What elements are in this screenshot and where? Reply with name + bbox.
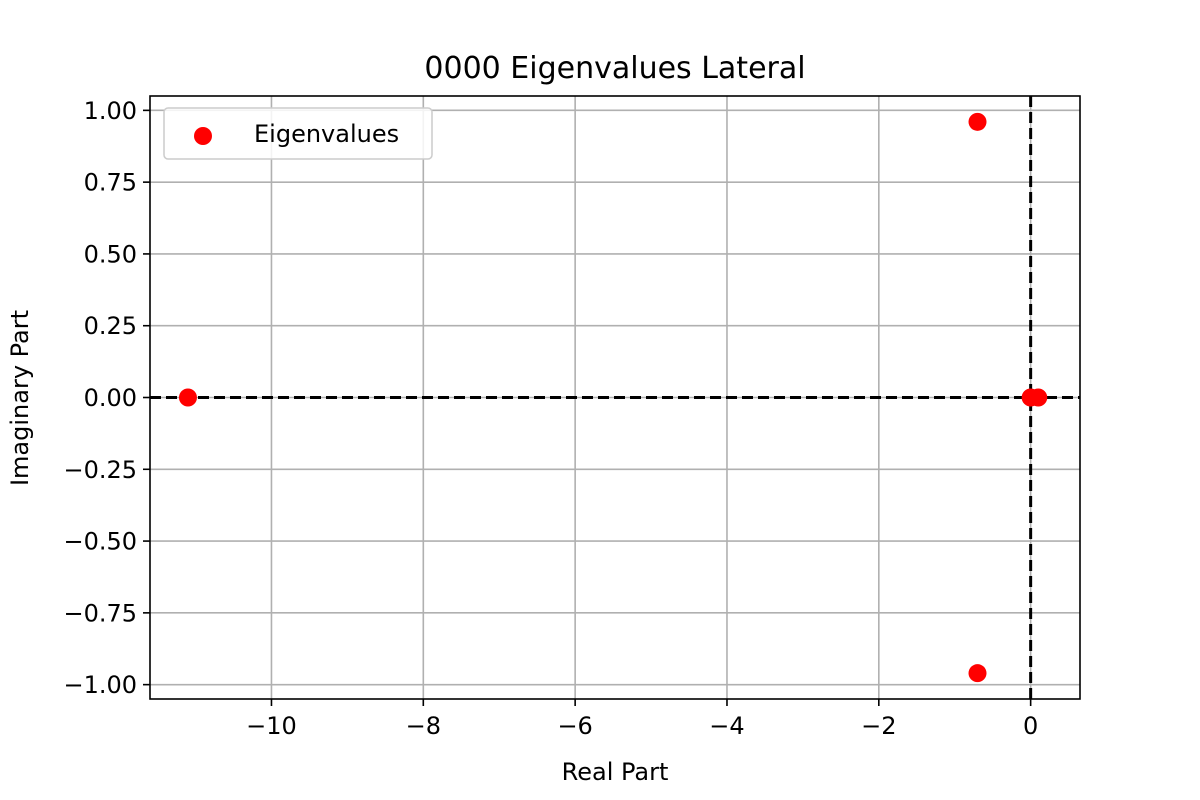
y-axis-ticks: −1.00 −0.75 −0.50 −0.25 0.00 0.25 0.50 0.75 1.00 xyxy=(63,97,150,699)
legend: Eigenvalues xyxy=(163,107,433,160)
legend-label: Eigenvalues xyxy=(254,120,399,148)
y-tick-label: −0.75 xyxy=(63,599,137,627)
x-axis-label: Real Part xyxy=(562,758,669,786)
chart-title: 0000 Eigenvalues Lateral xyxy=(424,51,805,86)
x-tick-label: −10 xyxy=(246,712,297,740)
eigenvalue-point xyxy=(968,112,987,131)
data-points xyxy=(178,112,1048,683)
y-axis-label: Imaginary Part xyxy=(6,310,34,486)
y-tick-label: 0.00 xyxy=(84,384,137,412)
reference-lines xyxy=(150,96,1080,699)
eigenvalue-point xyxy=(178,388,197,407)
y-tick-label: −0.25 xyxy=(63,456,137,484)
x-axis-ticks: −10 −8 −6 −4 −2 0 xyxy=(246,699,1038,740)
x-tick-label: −8 xyxy=(406,712,441,740)
x-tick-label: 0 xyxy=(1023,712,1038,740)
y-tick-label: −0.50 xyxy=(63,528,137,556)
x-tick-label: −6 xyxy=(557,712,592,740)
y-tick-label: −1.00 xyxy=(63,671,137,699)
x-tick-label: −4 xyxy=(709,712,744,740)
eigenvalue-point xyxy=(968,664,987,683)
eigenvalue-point xyxy=(1029,388,1048,407)
legend-marker xyxy=(194,127,212,145)
y-tick-label: 0.25 xyxy=(84,312,137,340)
y-tick-label: 1.00 xyxy=(84,97,137,125)
y-tick-label: 0.50 xyxy=(84,240,137,268)
y-tick-label: 0.75 xyxy=(84,169,137,197)
legend-box xyxy=(163,107,433,160)
x-tick-label: −2 xyxy=(861,712,896,740)
